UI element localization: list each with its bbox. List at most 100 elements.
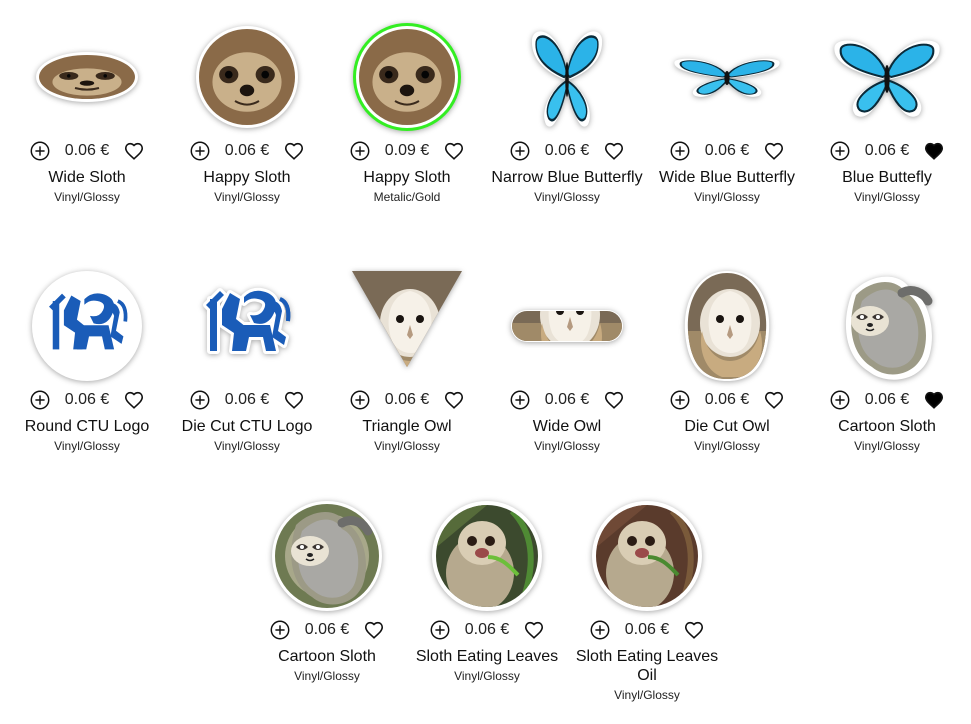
add-to-cart-icon[interactable] — [189, 389, 211, 411]
add-to-cart-icon[interactable] — [429, 619, 451, 641]
heart-outline-icon[interactable] — [763, 140, 785, 162]
sticker-actions: 0.06 € — [327, 388, 487, 412]
sticker-name[interactable]: Wide Blue Butterfly — [658, 169, 796, 186]
sticker-name[interactable]: Triangle Owl — [362, 418, 452, 435]
sticker-image[interactable] — [832, 22, 942, 132]
sticker-price: 0.06 € — [224, 391, 270, 408]
sticker-material: Vinyl/Glossy — [614, 688, 680, 702]
sticker-name[interactable]: Sloth Eating Leaves Oil — [575, 648, 719, 684]
sticker-name[interactable]: Die Cut CTU Logo — [181, 418, 313, 435]
sticker-price: 0.06 € — [544, 391, 590, 408]
heart-outline-icon[interactable] — [763, 389, 785, 411]
sticker-actions: 0.06 € — [567, 618, 727, 642]
heart-outline-icon[interactable] — [363, 619, 385, 641]
add-to-cart-icon[interactable] — [509, 389, 531, 411]
sticker-price: 0.06 € — [64, 391, 110, 408]
sticker-material: Vinyl/Glossy — [854, 439, 920, 453]
sticker-material: Vinyl/Glossy — [54, 439, 120, 453]
heart-outline-icon[interactable] — [523, 619, 545, 641]
sticker-price: 0.06 € — [864, 142, 910, 159]
sticker-price: 0.06 € — [384, 391, 430, 408]
heart-outline-icon[interactable] — [603, 140, 625, 162]
sticker-name[interactable]: Happy Sloth — [363, 169, 451, 186]
add-to-cart-icon[interactable] — [829, 140, 851, 162]
sticker-name[interactable]: Sloth Eating Leaves — [415, 648, 559, 665]
sticker-image[interactable] — [672, 22, 782, 132]
sticker-price: 0.09 € — [384, 142, 430, 159]
sticker-actions: 0.09 € — [327, 139, 487, 163]
sticker-actions: 0.06 € — [167, 139, 327, 163]
sticker-material: Vinyl/Glossy — [534, 190, 600, 204]
sticker-material: Metalic/Gold — [373, 190, 441, 204]
heart-outline-icon[interactable] — [443, 140, 465, 162]
sticker-actions: 0.06 € — [487, 388, 647, 412]
sticker-image[interactable] — [32, 271, 142, 381]
sticker-image[interactable] — [832, 271, 942, 381]
heart-filled-icon[interactable] — [923, 140, 945, 162]
add-to-cart-icon[interactable] — [669, 389, 691, 411]
sticker-price: 0.06 € — [624, 621, 670, 638]
sticker-name[interactable]: Die Cut Owl — [684, 418, 770, 435]
sticker-price: 0.06 € — [224, 142, 270, 159]
sticker-material: Vinyl/Glossy — [454, 669, 520, 683]
sticker-name[interactable]: Wide Owl — [532, 418, 602, 435]
sticker-image[interactable] — [32, 22, 142, 132]
heart-outline-icon[interactable] — [443, 389, 465, 411]
sticker-image[interactable] — [432, 501, 542, 611]
sticker-actions: 0.06 € — [487, 139, 647, 163]
sticker-image[interactable] — [511, 271, 623, 381]
sticker-image[interactable] — [192, 22, 302, 132]
sticker-name[interactable]: Cartoon Sloth — [278, 648, 376, 665]
sticker-actions: 0.06 € — [807, 388, 967, 412]
sticker-name[interactable]: Blue Buttefly — [842, 169, 932, 186]
sticker-image[interactable] — [352, 22, 462, 132]
add-to-cart-icon[interactable] — [349, 140, 371, 162]
sticker-material: Vinyl/Glossy — [374, 439, 440, 453]
sticker-price: 0.06 € — [704, 142, 750, 159]
heart-outline-icon[interactable] — [123, 389, 145, 411]
sticker-name[interactable]: Cartoon Sloth — [838, 418, 936, 435]
heart-outline-icon[interactable] — [283, 140, 305, 162]
sticker-price: 0.06 € — [864, 391, 910, 408]
add-to-cart-icon[interactable] — [349, 389, 371, 411]
add-to-cart-icon[interactable] — [269, 619, 291, 641]
add-to-cart-icon[interactable] — [829, 389, 851, 411]
add-to-cart-icon[interactable] — [589, 619, 611, 641]
sticker-actions: 0.06 € — [647, 139, 807, 163]
sticker-material: Vinyl/Glossy — [294, 669, 360, 683]
add-to-cart-icon[interactable] — [29, 389, 51, 411]
sticker-name[interactable]: Wide Sloth — [48, 169, 126, 186]
heart-outline-icon[interactable] — [123, 140, 145, 162]
sticker-material: Vinyl/Glossy — [54, 190, 120, 204]
sticker-image[interactable] — [512, 22, 622, 132]
sticker-image[interactable] — [592, 501, 702, 611]
sticker-price: 0.06 € — [704, 391, 750, 408]
heart-outline-icon[interactable] — [283, 389, 305, 411]
sticker-actions: 0.06 € — [807, 139, 967, 163]
sticker-actions: 0.06 € — [7, 388, 167, 412]
sticker-price: 0.06 € — [64, 142, 110, 159]
sticker-material: Vinyl/Glossy — [694, 190, 760, 204]
add-to-cart-icon[interactable] — [669, 140, 691, 162]
sticker-material: Vinyl/Glossy — [214, 439, 280, 453]
sticker-image[interactable] — [672, 271, 782, 381]
sticker-actions: 0.06 € — [247, 618, 407, 642]
heart-outline-icon[interactable] — [603, 389, 625, 411]
sticker-price: 0.06 € — [304, 621, 350, 638]
add-to-cart-icon[interactable] — [509, 140, 531, 162]
sticker-image[interactable] — [192, 271, 302, 381]
heart-filled-icon[interactable] — [923, 389, 945, 411]
sticker-image[interactable] — [352, 271, 462, 381]
sticker-actions: 0.06 € — [407, 618, 567, 642]
sticker-image[interactable] — [272, 501, 382, 611]
heart-outline-icon[interactable] — [683, 619, 705, 641]
sticker-name[interactable]: Round CTU Logo — [24, 418, 150, 435]
sticker-price: 0.06 € — [464, 621, 510, 638]
sticker-material: Vinyl/Glossy — [214, 190, 280, 204]
sticker-actions: 0.06 € — [7, 139, 167, 163]
add-to-cart-icon[interactable] — [29, 140, 51, 162]
add-to-cart-icon[interactable] — [189, 140, 211, 162]
sticker-name[interactable]: Happy Sloth — [203, 169, 291, 186]
sticker-actions: 0.06 € — [167, 388, 327, 412]
sticker-name[interactable]: Narrow Blue Butterfly — [491, 169, 643, 186]
